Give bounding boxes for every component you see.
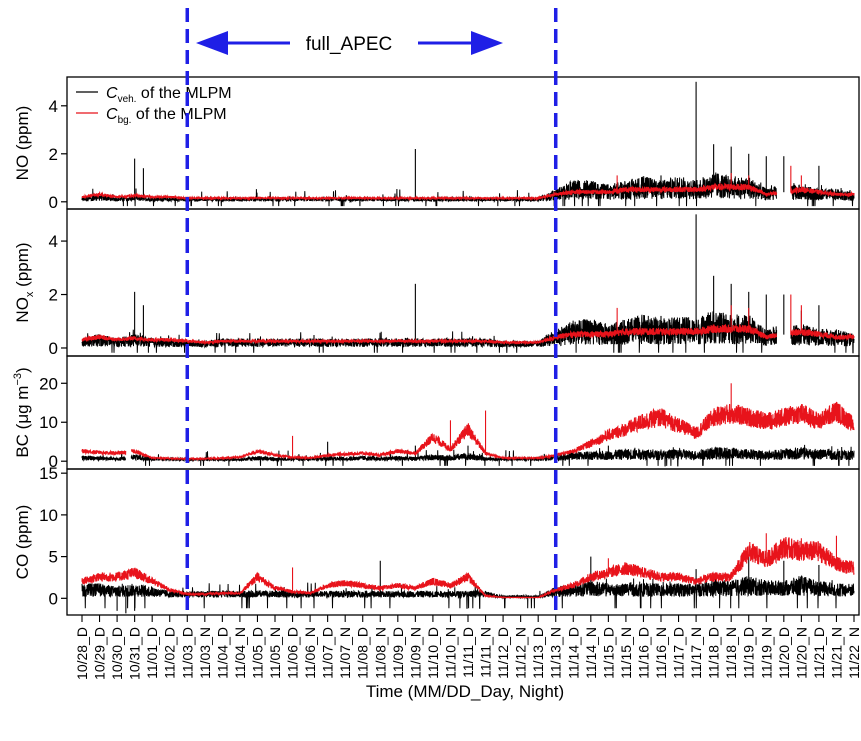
panel-4-ytick-label: 15 bbox=[39, 464, 58, 483]
x-tick-label: 11/12_N bbox=[513, 627, 529, 679]
panel-2-ytick-label: 0 bbox=[49, 339, 58, 358]
x-tick-label: 11/18_N bbox=[723, 627, 739, 679]
x-tick-label: 11/09_D bbox=[390, 627, 406, 679]
x-tick-label: 11/19_D bbox=[741, 627, 757, 679]
x-tick-label: 11/09_N bbox=[407, 627, 423, 679]
x-tick-label: 11/13_N bbox=[548, 627, 564, 679]
x-tick-label: 11/22_N bbox=[846, 627, 861, 679]
panel-2-ytick-label: 4 bbox=[49, 232, 58, 251]
x-tick-label: 11/08_D bbox=[355, 627, 371, 679]
x-tick-label: 11/17_N bbox=[688, 627, 704, 679]
panel-2-ylabel: NOx (ppm) bbox=[13, 242, 36, 322]
x-tick-label: 11/06_D bbox=[285, 627, 301, 679]
panel-1-ytick-label: 4 bbox=[49, 97, 58, 116]
legend: Cveh. of the MLPM Cbg. of the MLPM bbox=[76, 85, 232, 126]
x-tick-label: 11/08_N bbox=[372, 627, 388, 679]
x-tick-label: 11/16_N bbox=[653, 627, 669, 679]
x-tick-label: 11/01_D bbox=[144, 627, 160, 679]
x-tick-label: 11/13_D bbox=[530, 627, 546, 679]
panel-4-ytick-label: 10 bbox=[39, 506, 58, 525]
x-tick-label: 11/06_N bbox=[302, 627, 318, 679]
apec-arrowhead-left bbox=[196, 31, 228, 55]
panel-4-ylabel: CO (ppm) bbox=[13, 505, 32, 580]
x-tick-label: 11/11_D bbox=[460, 627, 476, 678]
x-tick-label: 11/15_N bbox=[618, 627, 634, 679]
x-tick-label: 11/15_D bbox=[600, 627, 616, 679]
x-tick-label: 11/05_D bbox=[249, 627, 265, 679]
x-tick-label: 11/04_N bbox=[232, 627, 248, 679]
panel-4: 0 5 10 15 CO (ppm) bbox=[13, 464, 860, 616]
x-tick-label: 11/04_D bbox=[214, 627, 230, 679]
panel-2: 0 2 4 NOx (ppm) bbox=[13, 208, 860, 358]
panel-3-ytick-label: 0 bbox=[49, 452, 58, 471]
x-tick-label: 11/17_D bbox=[671, 627, 687, 679]
x-axis-title: Time (MM/DD_Day, Night) bbox=[366, 682, 564, 701]
panel-4-series-bg-line bbox=[81, 536, 855, 599]
panel-1-ytick-label: 0 bbox=[49, 193, 58, 212]
apec-arrowhead-right bbox=[471, 31, 503, 55]
panel-4-ytick-label: 5 bbox=[49, 548, 58, 567]
apec-label: full_APEC bbox=[306, 34, 393, 55]
x-tick-label: 11/21_D bbox=[811, 627, 827, 679]
x-axis: 10/28_D 10/29_D 10/30_D 10/31_D 11/01_D 11/02… bbox=[74, 615, 861, 680]
x-tick-label: 11/19_N bbox=[758, 627, 774, 679]
panel-1: 0 2 4 NO (ppm) bbox=[13, 76, 860, 212]
x-tick-label: 11/07_N bbox=[337, 627, 353, 679]
x-tick-label: 11/20_N bbox=[793, 627, 809, 679]
panel-1-series-bg-line bbox=[81, 182, 855, 202]
panel-3-ytick-label: 10 bbox=[39, 413, 58, 432]
x-tick-label: 11/14_D bbox=[565, 627, 581, 679]
apec-boundary-lines bbox=[185, 8, 558, 615]
x-tick-label: 11/03_N bbox=[197, 627, 213, 679]
x-tick-label: 11/16_D bbox=[635, 627, 651, 679]
panel-3: 0 10 20 BC (μg m−3) bbox=[12, 355, 860, 471]
x-tick-label: 10/31_D bbox=[127, 627, 143, 680]
panel-3-series-veh-line bbox=[81, 444, 855, 467]
panel-3-ytick-label: 20 bbox=[39, 374, 58, 393]
x-tick-label: 10/30_D bbox=[109, 627, 125, 680]
panel-2-ytick-label: 2 bbox=[49, 286, 58, 305]
panel-4-frame bbox=[66, 468, 860, 616]
panel-1-ylabel: NO (ppm) bbox=[13, 106, 32, 181]
full-apec-annotation: full_APEC bbox=[196, 31, 503, 55]
x-tick-label: 11/10_N bbox=[442, 627, 458, 679]
x-tick-label: 11/05_N bbox=[267, 627, 283, 679]
x-tick-label: 11/12_D bbox=[495, 627, 511, 679]
x-tick-label: 11/18_D bbox=[706, 627, 722, 679]
x-tick-label: 11/02_D bbox=[162, 627, 178, 679]
legend-label-veh: Cveh. of the MLPM bbox=[106, 85, 232, 105]
x-tick-label: 10/28_D bbox=[74, 627, 90, 680]
x-tick-label: 11/03_D bbox=[179, 627, 195, 679]
x-tick-label: 10/29_D bbox=[92, 627, 108, 680]
panel-4-ytick-label: 0 bbox=[49, 589, 58, 608]
x-tick-label: 11/21_N bbox=[828, 627, 844, 679]
panel-3-ylabel: BC (μg m−3) bbox=[12, 367, 32, 457]
x-tick-label: 11/10_D bbox=[425, 627, 441, 679]
x-tick-label: 11/07_D bbox=[320, 627, 336, 679]
x-tick-label: 11/11_N bbox=[478, 627, 494, 678]
x-tick-label: 11/20_D bbox=[776, 627, 792, 679]
x-tick-label: 11/14_N bbox=[583, 627, 599, 679]
panel-3-series-bg-line bbox=[81, 401, 855, 462]
legend-label-bg: Cbg. of the MLPM bbox=[106, 106, 227, 126]
panel-1-ytick-label: 2 bbox=[49, 145, 58, 164]
